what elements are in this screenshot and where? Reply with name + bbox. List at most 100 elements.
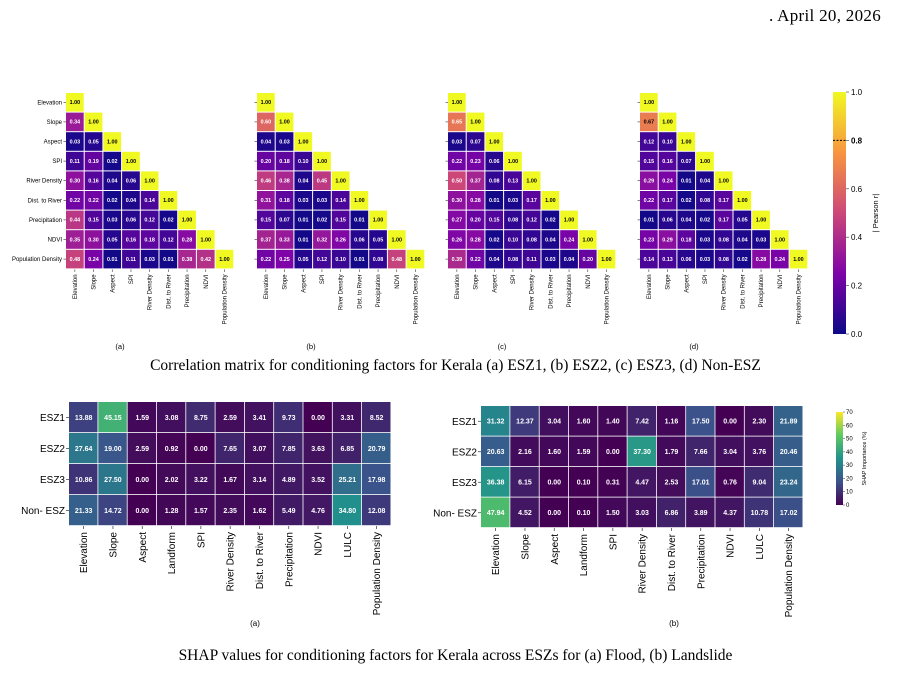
corr-colorbar-title: | Pearson r| <box>871 194 880 233</box>
shap-cell <box>156 464 186 495</box>
corr-cell-label: 0.01 <box>298 218 309 224</box>
corr-cell <box>178 249 196 269</box>
corr-cell-label: 0.03 <box>70 139 81 145</box>
corr-col-label: NDVI <box>395 274 401 289</box>
corr-cell-label: 0.04 <box>126 198 137 204</box>
corr-cell <box>714 171 733 190</box>
corr-cell-label: 0.22 <box>261 257 272 263</box>
shap-cell <box>156 402 186 433</box>
corr-cell <box>84 191 103 210</box>
corr-cell <box>313 151 331 171</box>
corr-cell-label: 0.10 <box>298 159 309 165</box>
shap-cell-label: 1.67 <box>223 477 237 484</box>
corr-cell-label: 0.37 <box>261 237 272 243</box>
corr-cell-label: 0.22 <box>70 198 81 204</box>
corr-cell <box>369 249 387 269</box>
corr-cell-label: 0.28 <box>182 237 193 243</box>
corr-panel-label: (b) <box>306 342 316 351</box>
corr-cell-label: 0.04 <box>700 179 711 185</box>
shap-cell <box>332 433 362 464</box>
shap-cell-label: 3.52 <box>311 477 325 484</box>
shap-cell-label: 4.76 <box>311 508 325 515</box>
corr-cell-label: 0.02 <box>681 198 692 204</box>
corr-cell <box>140 210 159 230</box>
corr-col-label: Dist. to River <box>740 274 746 308</box>
corr-cell <box>84 230 103 249</box>
shap-cell <box>186 402 215 433</box>
corr-cell-label: 1.00 <box>737 198 748 204</box>
corr-cell-label: 1.00 <box>644 100 655 106</box>
shap-cell <box>627 497 656 528</box>
corr-cell <box>640 151 658 171</box>
corr-cell <box>84 171 103 190</box>
corr-cell-label: 0.18 <box>279 198 290 204</box>
shap-cell-label: 4.52 <box>518 510 532 517</box>
corr-cell <box>578 249 597 269</box>
corr-cell <box>103 210 122 230</box>
corr-cell <box>275 171 294 190</box>
shap-col-label: Dist. to River <box>667 533 678 591</box>
shap-colorbar-title: SHAP Importance (%) <box>862 431 868 485</box>
corr-cell-label: 1.00 <box>70 100 81 106</box>
corr-cell-label: 0.03 <box>545 257 556 263</box>
corr-cell <box>504 230 522 249</box>
shap-cell <box>127 464 157 495</box>
corr-cell <box>275 151 294 171</box>
shap-cell <box>744 406 774 436</box>
shap-cell-label: 1.60 <box>547 449 561 456</box>
corr-cell-label: 0.03 <box>700 257 711 263</box>
corr-cell-label: 0.01 <box>354 257 365 263</box>
corr-cell-label: 1.00 <box>317 159 328 165</box>
corr-cell-label: 0.07 <box>470 139 481 145</box>
corr-cell-label: 0.22 <box>644 198 655 204</box>
correlation-figure-caption: Correlation matrix for conditioning fact… <box>150 357 761 374</box>
corr-cell <box>66 171 84 190</box>
corr-cell <box>331 249 350 269</box>
corr-cell <box>406 249 425 269</box>
shap-cell-label: 1.57 <box>194 508 208 515</box>
corr-cell-label: 0.03 <box>452 139 463 145</box>
shap-cell <box>481 497 510 528</box>
corr-cell <box>466 210 485 230</box>
shap-cell <box>215 433 244 464</box>
shap-cell-label: 20.46 <box>780 449 798 456</box>
corr-cell-label: 0.14 <box>644 257 655 263</box>
corr-cell <box>752 230 770 249</box>
corr-cell-label: 0.17 <box>526 198 537 204</box>
corr-cell-label: 0.01 <box>107 257 118 263</box>
corr-cell <box>733 210 752 230</box>
corr-cell-label: 0.50 <box>452 179 463 185</box>
shap-cell-label: 2.16 <box>518 449 532 456</box>
shap-col-label: LULC <box>755 534 766 560</box>
corr-col-label: Slope <box>666 274 672 290</box>
shap-cell <box>715 436 744 467</box>
corr-cell-label: 0.18 <box>279 159 290 165</box>
corr-cell <box>448 210 466 230</box>
corr-cell-label: 0.15 <box>88 218 99 224</box>
shap-cell-label: 7.65 <box>223 446 237 453</box>
corr-col-label: Precipitation <box>759 274 765 307</box>
shap-cell <box>656 497 686 528</box>
shap-cell-label: 0.00 <box>606 449 620 456</box>
corr-cell-label: 0.15 <box>489 218 500 224</box>
corr-cell <box>640 171 658 190</box>
corr-cell-label: 0.03 <box>298 198 309 204</box>
corr-col-label: River Density <box>722 274 728 310</box>
shap-cell <box>156 495 186 526</box>
corr-cell-label: 1.00 <box>489 139 500 145</box>
corr-cell <box>313 171 331 190</box>
shap-cell <box>656 467 686 497</box>
corr-cell-label: 0.03 <box>700 237 711 243</box>
corr-cell-label: 0.08 <box>700 198 711 204</box>
shap-col-label: NDVI <box>726 534 737 558</box>
corr-cell-label: 0.03 <box>508 198 519 204</box>
shap-cell-label: 4.37 <box>723 510 737 517</box>
corr-cell <box>541 210 560 230</box>
corr-cell-label: 0.23 <box>644 237 655 243</box>
corr-cell-label: 0.13 <box>508 179 519 185</box>
shap-cell-label: 14.72 <box>104 508 122 515</box>
shap-col-label: SPI <box>608 534 619 550</box>
corr-cell-label: 0.18 <box>144 237 155 243</box>
shap-cell <box>244 402 274 433</box>
corr-cell <box>658 112 677 132</box>
